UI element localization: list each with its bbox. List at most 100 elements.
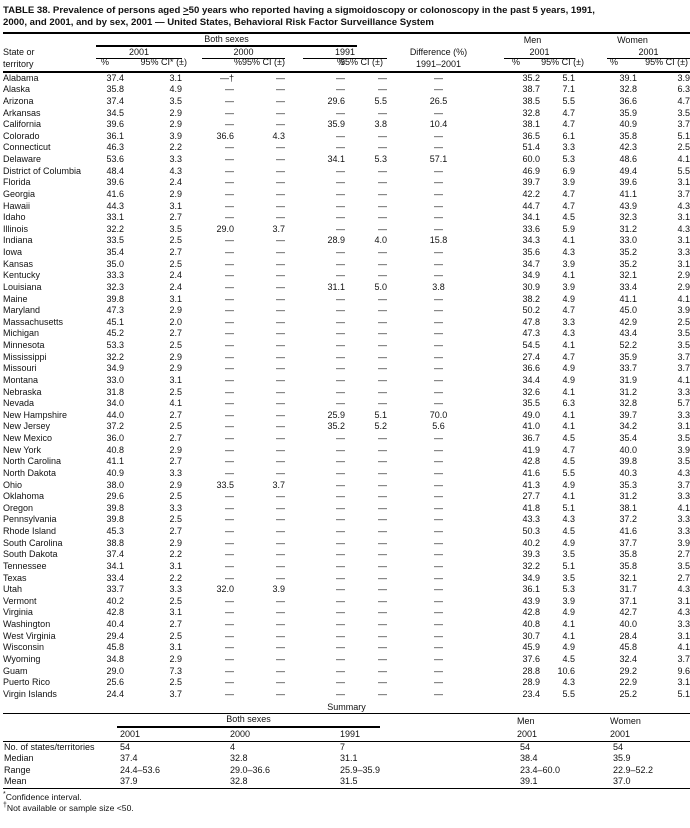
- value-cell: 5.5: [562, 688, 576, 699]
- value-cell: 41.3: [522, 479, 540, 490]
- percent-header: %: [610, 57, 619, 68]
- table-row: South Carolina 38.8 2.9 — — — — — 40.2 4.9 37.7 3.9: [3, 538, 690, 550]
- table-row: Oregon 39.8 3.3 — — — — — 41.8 5.1 38.1 4.1: [3, 503, 690, 515]
- value-cell: —: [276, 119, 285, 130]
- value-cell: 42.3: [619, 142, 638, 153]
- value-cell: 3.7: [677, 363, 690, 374]
- spacer-cell: [437, 753, 517, 765]
- value-cell: —: [276, 665, 285, 676]
- header-spacer: [387, 33, 490, 48]
- value-cell: 4.1: [562, 409, 576, 420]
- value-cell: 2.7: [169, 433, 182, 444]
- value-cell: 3.3: [562, 316, 576, 327]
- value-cell: 34.9: [106, 363, 124, 374]
- value-cell: —: [336, 130, 345, 141]
- value-cell: 3.7: [677, 479, 690, 490]
- state-name: New Jersey: [3, 421, 51, 432]
- value-cell: 2.9: [169, 444, 182, 455]
- value-cell: —: [225, 340, 234, 351]
- value-cell: —: [276, 374, 285, 385]
- value-cell: 3.3: [677, 526, 690, 537]
- value-cell: —: [336, 223, 345, 234]
- men-measure-header: % 95% CI (±): [490, 57, 584, 73]
- value-cell: —: [276, 107, 285, 118]
- value-cell: 26.5: [429, 95, 448, 106]
- table-row: District of Columbia 48.4 4.3 — — — — — 46.9 6.9 4…: [3, 166, 690, 178]
- summary-value-cell: 32.8: [230, 753, 248, 764]
- value-cell: 4.7: [562, 119, 576, 130]
- percent-header: %: [234, 57, 243, 68]
- value-cell: 2.0: [169, 316, 182, 327]
- value-cell: —: [225, 386, 234, 397]
- table-row: New Hampshire 44.0 2.7 — — 25.9 5.1 70.0 49.0 4.1…: [3, 410, 690, 422]
- value-cell: 37.2: [619, 514, 638, 525]
- value-cell: 25.9: [327, 409, 345, 420]
- main-table: Both sexes Men Women State or 2001 2000 …: [3, 31, 690, 701]
- header-row-measures: territory % 95% CI* (±) % 95% CI (±) % 95% …: [3, 57, 690, 73]
- state-name: District of Columbia: [3, 165, 82, 176]
- value-cell: 4.5: [562, 212, 576, 223]
- value-cell: —: [434, 502, 443, 513]
- value-cell: 36.6: [216, 130, 234, 141]
- value-cell: 42.7: [619, 607, 638, 618]
- state-name: Colorado: [3, 130, 40, 141]
- value-cell: 4.1: [562, 421, 576, 432]
- value-cell: —: [276, 363, 285, 374]
- value-cell: 25.6: [106, 677, 124, 688]
- value-cell: 4.1: [562, 630, 576, 641]
- both-2001-header: 2001: [96, 47, 182, 60]
- value-cell: 41.1: [619, 293, 638, 304]
- value-cell: 32.4: [619, 653, 638, 664]
- value-cell: —: [434, 584, 443, 595]
- table-row: Arkansas 34.5 2.9 — — — — — 32.8 4.7 35.9 3.5: [3, 108, 690, 120]
- value-cell: 31.1: [327, 281, 345, 292]
- value-cell: 37.2: [106, 421, 124, 432]
- value-cell: —: [225, 95, 234, 106]
- summary-row: Median 37.4 32.8 31.1 38.4 35.9: [3, 753, 690, 765]
- value-cell: —: [276, 165, 285, 176]
- value-cell: 4.1: [677, 293, 690, 304]
- value-cell: 29.0: [216, 223, 234, 234]
- ci-header: 95% CI (±): [645, 57, 689, 68]
- value-cell: —: [225, 165, 234, 176]
- value-cell: 2.7: [169, 456, 182, 467]
- value-cell: 34.9: [522, 572, 540, 583]
- value-cell: 34.9: [522, 270, 540, 281]
- value-cell: 4.3: [677, 607, 690, 618]
- value-cell: 3.1: [169, 374, 182, 385]
- value-cell: 7.1: [562, 84, 576, 95]
- value-cell: 41.1: [106, 456, 124, 467]
- value-cell: —: [434, 526, 443, 537]
- value-cell: —: [336, 351, 345, 362]
- value-cell: 32.8: [619, 84, 638, 95]
- value-cell: 34.0: [106, 398, 124, 409]
- value-cell: —: [225, 560, 234, 571]
- value-cell: —: [276, 188, 285, 199]
- table-row: Connecticut 46.3 2.2 — — — — — 51.4 3.3 42.3 2.5: [3, 142, 690, 154]
- value-cell: 29.4: [106, 630, 124, 641]
- value-cell: 3.1: [169, 200, 182, 211]
- value-cell: 3.7: [677, 119, 690, 130]
- value-cell: —: [434, 398, 443, 409]
- value-cell: 42.8: [522, 456, 540, 467]
- value-cell: —: [336, 142, 345, 153]
- value-cell: 35.2: [619, 247, 638, 258]
- value-cell: 35.3: [619, 479, 638, 490]
- value-cell: 46.3: [106, 142, 124, 153]
- value-cell: —: [378, 665, 387, 676]
- value-cell: 4.5: [562, 456, 576, 467]
- value-cell: 2.9: [169, 305, 182, 316]
- value-cell: 5.5: [677, 165, 690, 176]
- value-cell: 70.0: [429, 409, 448, 420]
- value-cell: 38.1: [522, 119, 540, 130]
- value-cell: 39.7: [522, 177, 540, 188]
- value-cell: —: [225, 177, 234, 188]
- summary-both-sexes-header: Both sexes: [117, 714, 437, 728]
- state-name: Montana: [3, 374, 39, 385]
- value-cell: —: [225, 549, 234, 560]
- header-spacer: [437, 714, 517, 728]
- value-cell: 39.8: [106, 502, 124, 513]
- title-line2: 2000, and 2001, and by sex, 2001 — Unite…: [3, 16, 434, 28]
- state-name: North Carolina: [3, 456, 62, 467]
- state-name: Illinois: [3, 223, 29, 234]
